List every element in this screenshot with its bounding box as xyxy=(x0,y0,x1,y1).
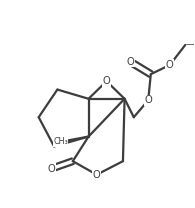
Text: O: O xyxy=(127,57,134,67)
Text: O: O xyxy=(93,170,101,180)
Text: O: O xyxy=(48,163,56,173)
Text: —: — xyxy=(185,41,194,50)
Text: O: O xyxy=(144,95,152,105)
Text: CH₃: CH₃ xyxy=(53,137,68,146)
Text: O: O xyxy=(103,76,110,86)
Text: O: O xyxy=(166,60,174,70)
